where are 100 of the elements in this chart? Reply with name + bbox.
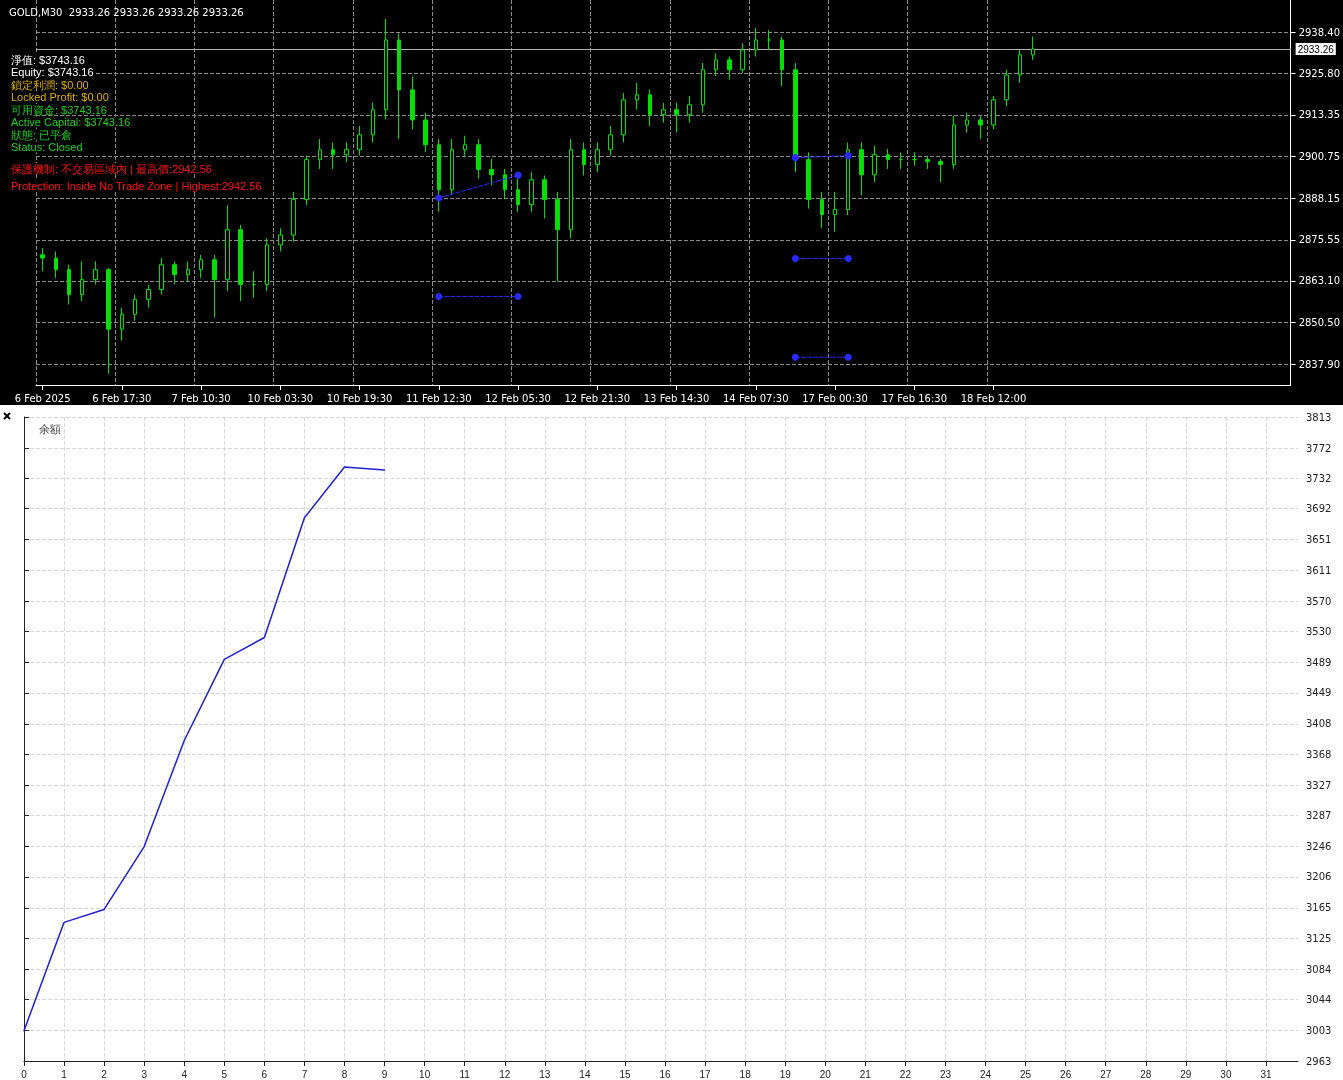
y-tick-label: 3651 bbox=[1306, 534, 1332, 546]
candlestick bbox=[542, 174, 547, 219]
candlestick bbox=[265, 237, 269, 292]
candlestick bbox=[291, 191, 296, 243]
annotation: Locked Profit: $0.00 bbox=[11, 91, 109, 103]
candlestick bbox=[489, 158, 494, 186]
candlestick bbox=[93, 260, 98, 286]
candlestick bbox=[423, 112, 428, 153]
candlestick bbox=[608, 125, 613, 157]
candlestick bbox=[344, 141, 349, 163]
x-tick-label: 31 bbox=[1260, 1068, 1272, 1080]
candlestick bbox=[529, 171, 534, 213]
candlestick bbox=[357, 125, 362, 157]
x-tick-label: 27 bbox=[1100, 1068, 1112, 1080]
candlestick bbox=[384, 18, 388, 120]
candlestick bbox=[278, 227, 283, 252]
x-tick-label: 12 Feb 05:30 bbox=[485, 392, 551, 404]
y-tick-label: 2938.40 bbox=[1298, 26, 1341, 38]
candlestick bbox=[252, 270, 256, 299]
candlestick bbox=[727, 56, 732, 81]
x-tick-label: 17 bbox=[699, 1068, 712, 1080]
candlestick bbox=[331, 141, 335, 170]
x-tick-label: 11 bbox=[459, 1068, 471, 1080]
candlestick bbox=[186, 260, 190, 282]
y-tick-label: 3125 bbox=[1306, 932, 1332, 944]
x-tick-label: 28 bbox=[1140, 1068, 1152, 1080]
y-tick-label: 3813 bbox=[1306, 411, 1332, 423]
y-tick-label: 3368 bbox=[1306, 748, 1332, 760]
candlestick bbox=[767, 29, 771, 51]
x-tick-label: 12 Feb 21:30 bbox=[564, 392, 631, 404]
y-tick-label: 2963 bbox=[1306, 1055, 1332, 1067]
y-tick-label: 3530 bbox=[1306, 625, 1332, 637]
candlestick bbox=[1031, 36, 1035, 61]
candlestick bbox=[159, 257, 164, 295]
candlestick bbox=[146, 284, 151, 309]
y-tick-label: 3044 bbox=[1306, 994, 1332, 1006]
candlestick bbox=[582, 141, 586, 176]
y-tick-label: 3611 bbox=[1306, 564, 1332, 576]
y-tick-label: 3287 bbox=[1306, 810, 1332, 822]
x-tick-label: 10 Feb 19:30 bbox=[326, 392, 393, 404]
x-tick-label: 30 bbox=[1220, 1068, 1232, 1080]
y-tick-label: 3206 bbox=[1306, 871, 1332, 883]
annotation: Protection: Inside No Trade Zone | Highest:2942.56 bbox=[11, 179, 262, 192]
x-tick-label: 7 bbox=[301, 1068, 308, 1080]
annotation: 鎖定利潤: $0.00 bbox=[11, 78, 89, 91]
candlestick bbox=[648, 89, 652, 127]
x-tick-label: 25 bbox=[1020, 1068, 1032, 1080]
y-tick-label: 3246 bbox=[1306, 841, 1332, 853]
x-tick-label: 2 bbox=[101, 1068, 108, 1080]
candlestick bbox=[172, 260, 177, 286]
y-tick-label: 2863.10 bbox=[1298, 275, 1341, 287]
y-tick-label: 3489 bbox=[1306, 656, 1332, 668]
candlestick bbox=[410, 75, 415, 130]
candlestick bbox=[595, 141, 600, 173]
candlestick bbox=[120, 307, 124, 342]
y-tick-label: 2875.55 bbox=[1298, 234, 1341, 246]
x-tick-label: 15 bbox=[619, 1068, 631, 1080]
y-tick-label: 3003 bbox=[1306, 1025, 1332, 1037]
x-tick-label: 4 bbox=[181, 1068, 188, 1080]
candlestick bbox=[820, 191, 824, 229]
candlestick bbox=[397, 32, 401, 140]
x-tick-label: 14 bbox=[579, 1068, 591, 1080]
candlestick bbox=[67, 264, 71, 305]
point bbox=[435, 194, 443, 202]
x-tick-label: 8 bbox=[341, 1068, 348, 1080]
y-tick-label: 2837.90 bbox=[1298, 358, 1341, 370]
x-tick-label: 12 bbox=[499, 1068, 511, 1080]
x-tick-label: 6 Feb 17:30 bbox=[92, 392, 152, 404]
candlestick bbox=[912, 151, 917, 167]
candlestick bbox=[714, 52, 718, 77]
x-tick-label: 11 Feb 12:30 bbox=[406, 392, 472, 404]
candlestick bbox=[371, 102, 375, 143]
point bbox=[514, 292, 522, 300]
x-tick-label: 24 bbox=[979, 1068, 992, 1080]
x-tick-label: 0 bbox=[21, 1068, 28, 1080]
x-tick-label: 10 Feb 03:30 bbox=[247, 392, 314, 404]
candlestick bbox=[965, 112, 969, 134]
candlestick bbox=[40, 247, 45, 272]
x-tick-label: 22 bbox=[899, 1068, 912, 1080]
y-tick-label: 3084 bbox=[1306, 963, 1332, 975]
candlestick bbox=[754, 27, 758, 58]
y-tick-label: 3165 bbox=[1306, 902, 1332, 914]
line-series bbox=[23, 466, 386, 1032]
x-tick-label: 5 bbox=[221, 1068, 228, 1080]
y-tick-label: 2850.50 bbox=[1298, 317, 1341, 329]
annotation: 淨值: $3743.16 bbox=[11, 53, 85, 66]
candlestick bbox=[569, 138, 573, 239]
candlestick bbox=[899, 151, 903, 170]
point bbox=[844, 353, 852, 361]
x-tick-label: 6 bbox=[261, 1068, 268, 1080]
annotation: 保護機制: 不交易區域內 | 最高價:2942.56 bbox=[11, 162, 212, 175]
candlestick bbox=[318, 138, 322, 170]
point bbox=[791, 353, 799, 361]
y-tick-label: 2888.15 bbox=[1298, 192, 1341, 204]
candlestick bbox=[952, 115, 956, 170]
y-tick-label: 2913.35 bbox=[1298, 109, 1341, 121]
candlestick bbox=[503, 168, 507, 200]
y-tick-label: 3570 bbox=[1306, 595, 1332, 607]
x-tick-label: 1 bbox=[61, 1068, 68, 1080]
candlestick bbox=[54, 250, 58, 279]
